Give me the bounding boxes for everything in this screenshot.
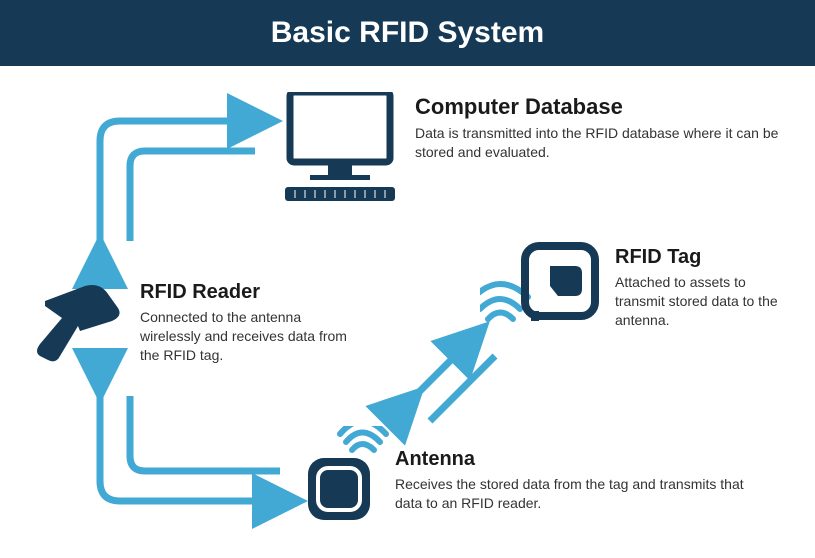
reader-icon [30, 276, 130, 366]
tag-title: RFID Tag [615, 246, 795, 269]
diagram-area: Computer Database Data is transmitted in… [0, 66, 815, 546]
antenna-desc: Receives the stored data from the tag an… [395, 475, 755, 513]
computer-title: Computer Database [415, 94, 785, 120]
antenna-node: Antenna Receives the stored data from th… [395, 448, 755, 513]
computer-desc: Data is transmitted into the RFID databa… [415, 124, 785, 162]
page-title: Basic RFID System [0, 16, 815, 50]
computer-icon [280, 92, 400, 202]
computer-node: Computer Database Data is transmitted in… [415, 94, 785, 162]
antenna-title: Antenna [395, 448, 755, 471]
reader-desc: Connected to the antenna wirelessly and … [140, 308, 350, 365]
header-banner: Basic RFID System [0, 0, 815, 66]
tag-node: RFID Tag Attached to assets to transmit … [615, 246, 795, 330]
antenna-icon [300, 426, 400, 526]
reader-node: RFID Reader Connected to the antenna wir… [140, 281, 350, 365]
tag-icon [480, 241, 600, 341]
tag-desc: Attached to assets to transmit stored da… [615, 273, 795, 330]
reader-title: RFID Reader [140, 281, 350, 304]
